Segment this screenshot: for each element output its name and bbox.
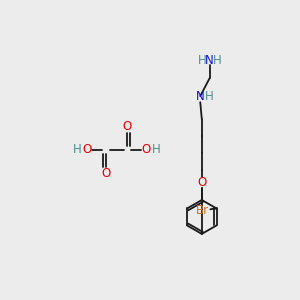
Text: Br: Br	[196, 204, 209, 217]
Text: O: O	[82, 143, 92, 157]
Text: O: O	[123, 120, 132, 134]
Text: H: H	[213, 54, 222, 67]
Text: H: H	[152, 143, 161, 157]
Text: N: N	[196, 90, 205, 103]
Text: H: H	[205, 90, 214, 103]
Text: N: N	[205, 54, 214, 67]
Text: O: O	[197, 176, 206, 189]
Text: O: O	[141, 143, 151, 157]
Text: O: O	[101, 167, 110, 180]
Text: H: H	[73, 143, 81, 157]
Text: H: H	[197, 54, 206, 67]
